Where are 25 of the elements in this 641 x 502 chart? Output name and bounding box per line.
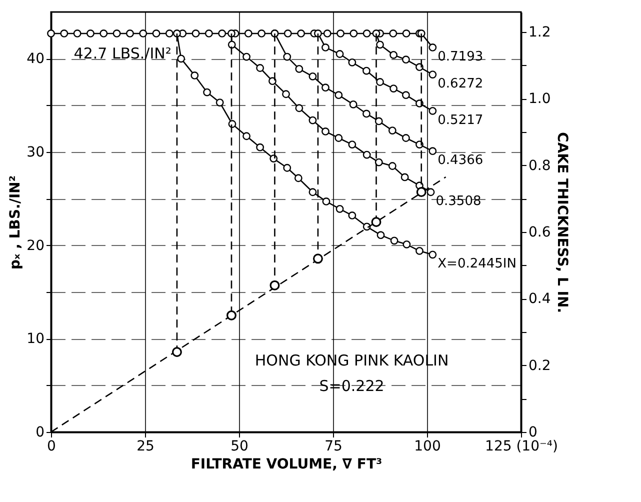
x-tick-label: 75 xyxy=(324,438,342,454)
x-tick-label: 125 (10⁻⁴) xyxy=(485,438,558,454)
y2-tick-label: 0.6 xyxy=(528,224,551,240)
y2-tick-label: 0.8 xyxy=(528,158,551,174)
x-tick-label: 100 xyxy=(414,438,441,454)
y-axis-title: pₓ , LBS./IN² xyxy=(8,175,24,270)
y-tick-label: 20 xyxy=(26,238,44,254)
legend-label: X=0.2445IN xyxy=(438,256,516,272)
x-tick-label: 25 xyxy=(136,438,154,454)
series-label: 0.6272 xyxy=(438,76,484,92)
x-tick-label: 50 xyxy=(230,438,248,454)
y2-tick-label: 1.0 xyxy=(528,91,551,108)
y-tick-label: 30 xyxy=(26,144,44,160)
x-axis-title: FILTRATE VOLUME, ∇ FT³ xyxy=(190,456,382,472)
y2-tick-label: 0.4 xyxy=(528,291,551,308)
x-tick-label: 0 xyxy=(47,438,56,454)
y-tick-label: 0 xyxy=(36,424,44,440)
y-tick-label: 40 xyxy=(26,51,44,68)
y2-tick-label: 0.2 xyxy=(528,358,551,374)
y2-tick-label: 1.2 xyxy=(528,24,551,40)
y2-tick-label: 0 xyxy=(528,424,538,440)
y2-axis-title: CAKE THICKNESS, L IN. xyxy=(554,132,570,314)
series-label: 0.4366 xyxy=(438,153,484,168)
series-label: 0.5217 xyxy=(438,112,484,128)
y-tick-label: 10 xyxy=(26,331,44,348)
